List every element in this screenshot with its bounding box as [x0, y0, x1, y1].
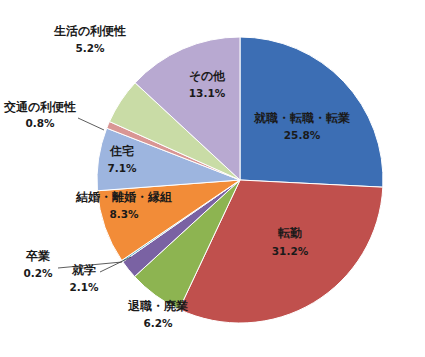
slice-name: 生活の利便性	[53, 24, 126, 38]
data-label: 31.2%	[272, 245, 309, 257]
slice-name: 結婚・離婚・縁組	[75, 190, 172, 204]
data-label: 13.1%	[189, 87, 226, 99]
slices	[97, 37, 383, 323]
slice-name: 住宅	[109, 144, 134, 158]
chart: 就職・転職・転業25.8%転勤31.2%退職・廃業6.2%就学2.1%卒業0.2…	[0, 0, 425, 357]
data-label: 5.2%	[75, 42, 105, 54]
leader-line	[58, 262, 122, 268]
slice-name: その他	[189, 69, 226, 83]
leader-line	[78, 118, 104, 130]
slice-name: 交通の利便性	[3, 100, 76, 114]
data-label: 25.8%	[284, 129, 321, 141]
data-label: 0.2%	[23, 267, 53, 279]
leader-line	[100, 257, 131, 272]
labels: 就職・転職・転業25.8%転勤31.2%退職・廃業6.2%就学2.1%卒業0.2…	[3, 24, 350, 330]
data-label: 6.2%	[143, 317, 173, 329]
pie-slice	[240, 37, 383, 187]
data-label: 0.8%	[25, 117, 55, 129]
slice-name: 退職・廃業	[127, 299, 188, 313]
pie-slice	[135, 37, 240, 180]
data-label: 8.3%	[109, 208, 139, 220]
slice-name: 転勤	[278, 226, 302, 240]
slice-name: 卒業	[25, 249, 50, 263]
slice-name: 就職・転職・転業	[253, 111, 350, 125]
data-label: 2.1%	[69, 281, 99, 293]
data-label: 7.1%	[107, 162, 137, 174]
